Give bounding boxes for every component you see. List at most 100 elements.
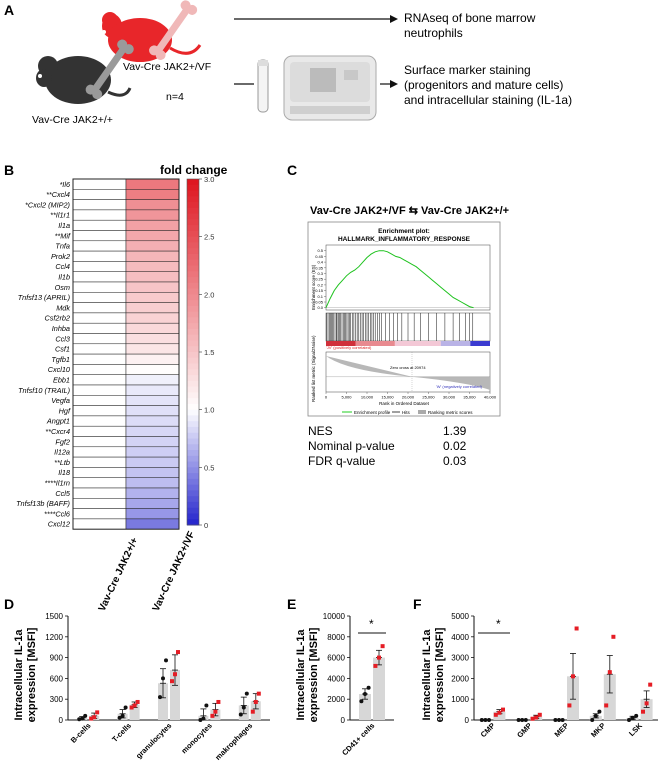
point-wt	[593, 713, 598, 718]
heatmap-cell-wt	[72, 302, 127, 314]
heatmap-cell-wt	[72, 498, 127, 509]
point-vf	[92, 715, 97, 720]
pos-corr-label: 'JV' (positively correlated)	[326, 345, 372, 350]
ylabel-f-1: Intracellular IL-1a	[421, 629, 433, 721]
es-y-tick-label: 0.15	[315, 288, 324, 293]
bar	[603, 674, 616, 720]
heatmap-cell-wt	[72, 405, 127, 417]
heatmap-cell-wt	[72, 353, 127, 365]
point-vf	[537, 712, 542, 717]
heatmap-row-label: Ebb1	[53, 376, 70, 385]
heatmap-cell-wt	[72, 436, 127, 448]
heatmap: *Il6**Cxcl4*Cxcl2 (MIP2) **Il1r1Il1a**Mif…	[16, 178, 180, 530]
heatmap-cell-vf	[125, 353, 180, 365]
point-wt	[630, 715, 635, 720]
colorbar-segment	[187, 352, 199, 359]
ylabel-f-2: expression [MSFI]	[434, 627, 446, 722]
x-category-label: T-cells	[110, 721, 133, 744]
heatmap-row-label: Inhba	[52, 324, 70, 333]
colorbar-segment	[187, 426, 199, 434]
rank-x-tick-label: 20,000	[402, 395, 415, 400]
heatmap-cell-wt	[72, 477, 127, 489]
heatmap-cell-vf	[125, 199, 180, 211]
point-wt	[204, 703, 209, 708]
point-wt	[244, 691, 249, 696]
point-vf	[607, 670, 612, 675]
heatmap-cell-wt	[72, 395, 127, 406]
heatmap-cell-wt	[72, 250, 127, 262]
column-label-wt: Vav-Cre JAK2+/+	[97, 536, 141, 613]
panel-a: A Vav-Cre JAK2+/VF	[4, 0, 572, 126]
heatmap-cell-vf	[125, 343, 180, 355]
legend-metric-swatch	[418, 410, 426, 414]
heatmap-row-label: Tnfsf10 (TRAIL)	[18, 386, 70, 395]
heatmap-cell-vf	[125, 292, 180, 303]
es-y-tick-label: 0.3	[317, 271, 323, 276]
es-y-tick-label: 0.4	[317, 260, 323, 265]
point-wt	[520, 718, 525, 722]
point-vf	[611, 634, 616, 639]
heatmap-cell-vf	[125, 271, 180, 283]
x-category-label: LSK	[627, 721, 644, 738]
point-wt	[123, 705, 128, 710]
heatmap-cell-vf	[125, 178, 180, 190]
heatmap-cell-wt	[72, 374, 127, 386]
ylabel-d-1: Intracellular IL-1a	[13, 629, 25, 721]
heatmap-row-label: Vegfa	[51, 396, 70, 405]
heatmap-cell-vf	[125, 209, 180, 221]
heatmap-cell-vf	[125, 250, 180, 262]
bar	[493, 711, 506, 720]
heatmap-cell-vf	[125, 425, 180, 437]
y-tick-label: 8000	[327, 633, 345, 642]
stat-fdr-value: 0.03	[443, 454, 467, 468]
point-vf	[89, 716, 94, 721]
heatmap-row-label: **Ltb	[54, 458, 70, 467]
metric-axis-label: Ranked list metric (Signal2Noise)	[311, 335, 316, 402]
rank-color-band	[355, 341, 395, 346]
colorbar-segment	[187, 300, 199, 307]
heatmap-cell-wt	[72, 415, 127, 427]
colorbar-tick-label: 1.5	[204, 348, 214, 357]
colorbar-segment	[187, 421, 199, 428]
heatmap-cell-wt	[72, 343, 127, 355]
heatmap-cell-wt	[72, 281, 127, 293]
y-tick-label: 3000	[451, 654, 469, 663]
heatmap-row-label: Tnfsf13 (APRIL)	[18, 293, 70, 302]
colorbar-segment	[187, 392, 199, 399]
heatmap-cell-vf	[125, 189, 180, 200]
point-vf	[213, 709, 218, 714]
colorbar-segment	[187, 323, 199, 330]
heatmap-row-label: Il1b	[58, 273, 70, 282]
y-tick-label: 10000	[323, 612, 346, 621]
panel-letter-b: B	[4, 162, 14, 178]
colorbar-segment	[187, 461, 199, 468]
point-vf	[210, 713, 215, 718]
rank-x-tick-label: 40,000	[484, 395, 497, 400]
ylabel-e-2: expression [MSFI]	[308, 627, 320, 722]
colorbar-segment	[187, 334, 199, 341]
point-wt	[363, 692, 367, 696]
colorbar-tick-label: 2.0	[204, 290, 214, 299]
ylabel-d-2: expression [MSFI]	[26, 627, 38, 722]
heatmap-row-label: Il12a	[54, 448, 70, 457]
colorbar: 0 0.5 1.0 1.5 2.0 2.5 3.0	[186, 175, 214, 530]
stat-nes-label: NES	[308, 424, 333, 438]
heatmap-cell-wt	[72, 333, 127, 345]
heatmap-legend-title: fold change	[160, 163, 228, 177]
colorbar-tick-label: 1.0	[204, 406, 214, 415]
y-tick-label: 300	[50, 695, 64, 704]
flow-cytometer-icon	[283, 55, 377, 121]
rank-axis-label: Rank in Ordered Dataset	[379, 401, 430, 406]
y-tick-label: 5000	[451, 612, 469, 621]
heatmap-row-label: Tgfb1	[51, 355, 70, 364]
heatmap-row-label: Angpt1	[46, 417, 70, 426]
heatmap-cell-vf	[125, 498, 180, 509]
colorbar-segment	[187, 467, 199, 474]
colorbar-segment	[187, 438, 199, 445]
point-vf	[173, 672, 177, 677]
point-vf	[95, 710, 100, 715]
heatmap-cell-wt	[72, 487, 127, 499]
es-plot-area	[325, 244, 491, 311]
y-tick-label: 600	[50, 674, 64, 683]
